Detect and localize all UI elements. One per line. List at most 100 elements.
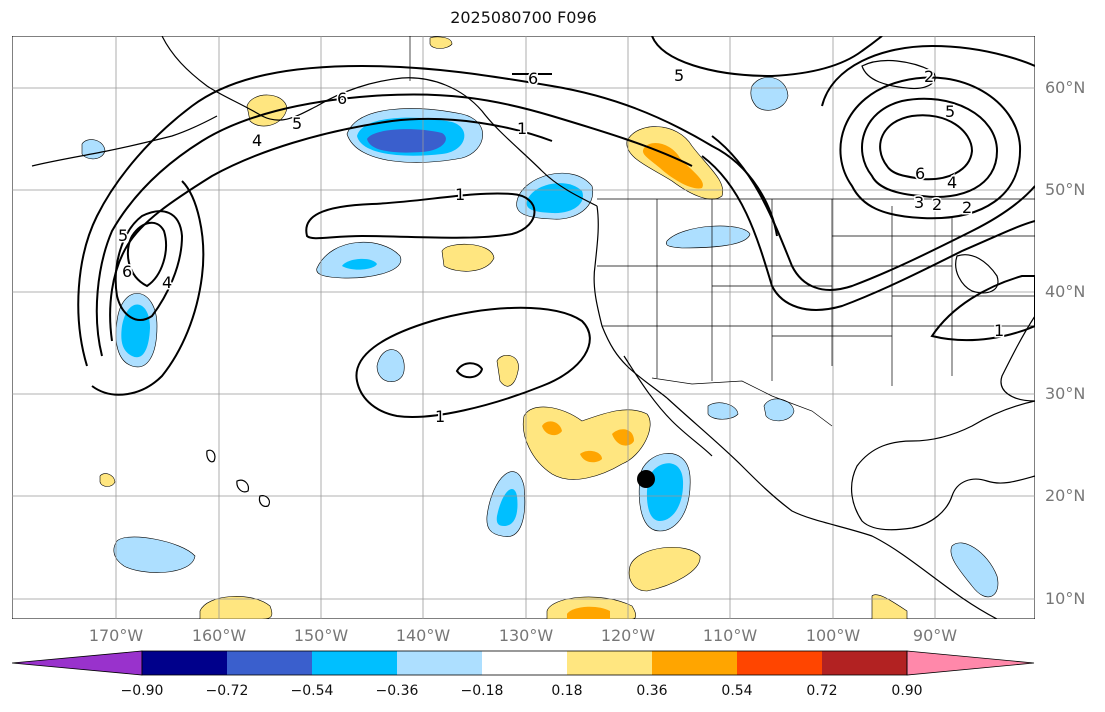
gulf-coast (850, 400, 1035, 531)
pos-area-south-1 (199, 596, 273, 619)
contour-outer-west (77, 64, 778, 367)
contour-east-high-1 (879, 114, 974, 181)
hawaii (206, 449, 271, 507)
colorbar-extend-low (12, 650, 143, 676)
pos-area-west-small (99, 473, 116, 487)
map-panel: 6 5 4 1 6 5 2 5 6 4 3 2 1 1 1 6 4 5 2 (12, 36, 1035, 619)
pos-area-tropical-e (628, 546, 701, 592)
contour-label: 2 (924, 67, 934, 86)
contour-east-high-3 (839, 76, 1022, 220)
contour-west-2 (95, 93, 693, 357)
contour-label: 1 (435, 407, 445, 426)
colorbar-tick-label: 0.54 (721, 683, 753, 699)
pos-area-bc-interior-mid (642, 143, 703, 189)
contour-east-sweep-2 (701, 155, 1035, 311)
colorbar-segment (822, 651, 907, 675)
mexico-west (666, 397, 998, 619)
lon-label: 140°W (395, 626, 451, 645)
pos-area-baja-w-mid3 (580, 450, 602, 463)
lat-label: 30°N (1045, 384, 1086, 403)
contour-small-loop (455, 362, 484, 379)
lat-label: 20°N (1045, 486, 1086, 505)
neg-area-central-am (950, 542, 999, 598)
map-title: 2025080700 F096 (450, 8, 597, 27)
colorbar-tick-label: −0.54 (290, 683, 334, 699)
contour-label: 4 (252, 131, 262, 150)
contour-label: 6 (915, 164, 925, 183)
contour-label: 5 (945, 102, 955, 121)
colorbar-tick-label: −0.18 (460, 683, 504, 699)
lon-label: 100°W (805, 626, 861, 645)
contour-west-outer-loop (91, 180, 205, 396)
colorbar-tick-label: 0.36 (636, 683, 668, 699)
contour-east-sweep-1 (711, 135, 1035, 291)
colorbar-segment (737, 651, 822, 675)
contour-label: 1 (517, 119, 527, 138)
colorbar-segment (227, 651, 312, 675)
contour-east-outer (821, 44, 1035, 107)
colorbar-segment (397, 651, 482, 675)
aleutians (31, 115, 218, 167)
contour-1-subtropical (355, 306, 591, 418)
contour-label: 6 (528, 69, 538, 88)
alaska-coast (161, 36, 598, 207)
colorbar-segment (482, 651, 567, 675)
east-coast (1000, 315, 1035, 402)
neg-area-tropical-2-mid (646, 463, 684, 521)
contour-label: 1 (455, 185, 465, 204)
colorbar (12, 650, 1035, 676)
pos-area-baja-w-mid2 (612, 429, 634, 446)
contour-label: 4 (162, 273, 172, 292)
contour-label: 3 (914, 193, 924, 212)
contour-northeast-1 (651, 36, 883, 78)
lat-label: 50°N (1045, 180, 1086, 199)
neg-area-canada (750, 77, 789, 111)
great-lakes (955, 254, 999, 294)
lon-label: 110°W (702, 626, 758, 645)
neg-area-north-pac-1-mid (342, 258, 377, 270)
colorbar-tick-label: 0.72 (806, 683, 838, 699)
contour-west-5 (126, 221, 168, 288)
contour-label: 6 (122, 262, 132, 281)
lon-label: 170°W (88, 626, 144, 645)
pos-area-south-2-mid (567, 606, 610, 619)
neg-area-mexico-nw (707, 402, 739, 420)
colorbar-segment (142, 651, 227, 675)
location-marker (637, 470, 655, 488)
contour-label: 4 (947, 173, 957, 192)
contour-label: 1 (994, 321, 1004, 340)
neg-area-great-lakes (665, 225, 751, 249)
colorbar-segment (652, 651, 737, 675)
contour-label: 2 (962, 198, 972, 217)
contour-label: 5 (674, 66, 684, 85)
lon-label: 130°W (498, 626, 554, 645)
contour-label: 5 (292, 114, 302, 133)
lon-label: 160°W (191, 626, 247, 645)
neg-area-south (113, 536, 196, 573)
lat-label: 60°N (1045, 78, 1086, 97)
colorbar-tick-label: 0.90 (891, 683, 923, 699)
neg-area-gulf-coast (763, 398, 795, 422)
lon-label: 90°W (912, 626, 958, 645)
colorbar-tick-label: −0.90 (120, 683, 164, 699)
colorbar-segment (312, 651, 397, 675)
lat-label: 10°N (1045, 589, 1086, 608)
baja (623, 355, 713, 457)
lon-label: 120°W (600, 626, 656, 645)
neg-area-tropical-1-mid (496, 488, 518, 526)
colorbar-tick-label: −0.36 (375, 683, 419, 699)
pos-area-baja-w-mid1 (542, 421, 562, 436)
contour-east-low (930, 275, 1035, 342)
lat-label: 40°N (1045, 282, 1086, 301)
colorbar-tick-label: 0.18 (551, 683, 583, 699)
pos-area-top (429, 36, 453, 49)
contour-east-high-2 (861, 97, 999, 198)
colorbar-tick-label: −0.72 (205, 683, 249, 699)
contour-west-3 (109, 117, 553, 342)
colorbar-segment (567, 651, 652, 675)
neg-area-west-mid (121, 304, 150, 358)
neg-area-hawaii-n (376, 349, 405, 382)
contour-label: 6 (337, 89, 347, 108)
contour-label: 2 (932, 195, 942, 214)
contour-label: 5 (118, 226, 128, 245)
